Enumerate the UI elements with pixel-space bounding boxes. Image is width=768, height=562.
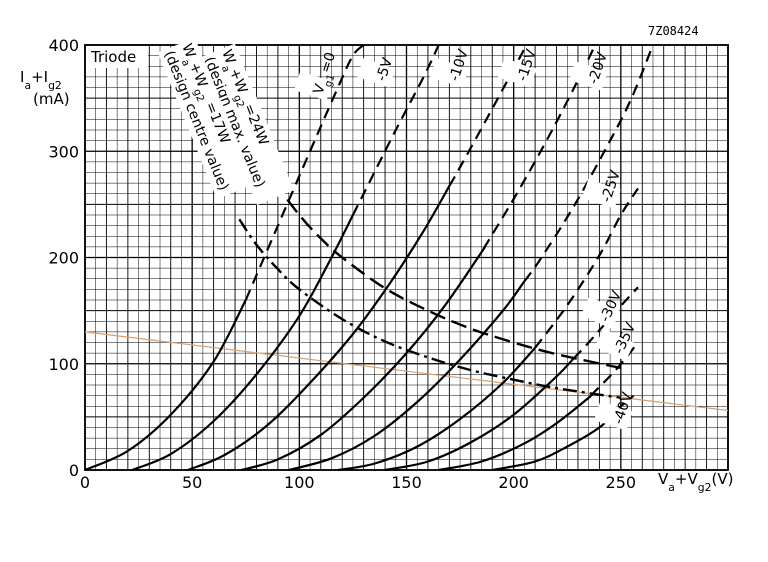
curve-dashed-segment: [534, 187, 639, 349]
y-tick-label: 200: [48, 249, 79, 268]
curve-label-backdrop: [594, 328, 635, 362]
curve-minus-20V: [288, 44, 655, 472]
curve-minus-10V: [187, 44, 528, 472]
curve-solid-segment: [241, 245, 487, 472]
curve-minus-25V: [337, 187, 639, 472]
curve-label-backdrop: [580, 296, 621, 330]
plot-frame: [84, 44, 729, 471]
y-tick-label: 0: [69, 461, 79, 480]
x-tick-label: 50: [182, 473, 202, 492]
x-tick-label: 200: [498, 473, 529, 492]
y-tick-label: 400: [48, 36, 79, 55]
curve-label-backdrop: [498, 58, 537, 88]
title-box: [86, 46, 148, 68]
limit-17w-curve: [238, 218, 622, 399]
curve-dashed-segment: [448, 44, 528, 187]
curve-label-backdrop: [294, 71, 333, 101]
x-tick-label: 250: [606, 473, 637, 492]
y-tick-label: 300: [48, 142, 79, 161]
chart-title: Triode: [90, 48, 136, 66]
curve-minus-15V: [241, 44, 597, 472]
curve-label: -5V: [374, 56, 397, 84]
curve-vg1-0: [84, 44, 365, 472]
plot-border: [84, 44, 729, 471]
curve-dashed-segment: [590, 341, 639, 397]
y-tick-label: 100: [48, 355, 79, 374]
curve-label: Vg1=0: [311, 50, 344, 97]
curve-dashed-segment: [523, 44, 655, 282]
x-axis-label: Va+Vg2(V): [658, 470, 733, 494]
curve-label-backdrop: [569, 61, 608, 91]
curve-dashed-segment: [482, 44, 597, 250]
power-limit-curves: [238, 180, 622, 399]
curve-solid-segment: [384, 357, 575, 472]
x-tick-label: 0: [80, 473, 90, 492]
limit-24w-curve: [272, 180, 622, 370]
limit-label-backdrop: [197, 43, 294, 206]
curve-minus-35V: [438, 341, 639, 472]
curve-label: -15V: [515, 47, 540, 83]
y-axis-unit: (mA): [33, 90, 70, 108]
x-tick-label: 150: [391, 473, 422, 492]
limit-label-backdrop: [157, 37, 254, 200]
curve-solid-segment: [288, 280, 526, 472]
x-tick-label: 100: [284, 473, 315, 492]
curve-label: -10V: [447, 47, 472, 83]
curve-minus-5V: [131, 44, 440, 472]
chart-labels: 7Z08424 0 100 200 300 400 0 50 100 150 200 250 Triod…: [20, 24, 733, 494]
curve-label: -25V: [599, 168, 624, 204]
curve-solid-segment: [131, 214, 354, 472]
curve-minus-30V: [384, 286, 639, 472]
figure-code: 7Z08424: [648, 24, 699, 38]
curve-dashed-segment: [244, 44, 365, 301]
y-axis-label: Ia+Ig2: [20, 68, 62, 92]
curve-dashed-segment: [351, 44, 440, 216]
curve-label-backdrop: [430, 58, 469, 88]
curve-dashed-segment: [572, 286, 639, 360]
curve-solid-segment: [337, 347, 536, 472]
curve-label-backdrop: [582, 179, 621, 209]
curve-label-backdrop: [357, 58, 396, 88]
curve-solid-segment: [84, 299, 247, 472]
curve-label-backdrop: [594, 401, 633, 431]
curve-solid-segment: [187, 185, 451, 472]
curve-solid-segment: [438, 393, 593, 472]
